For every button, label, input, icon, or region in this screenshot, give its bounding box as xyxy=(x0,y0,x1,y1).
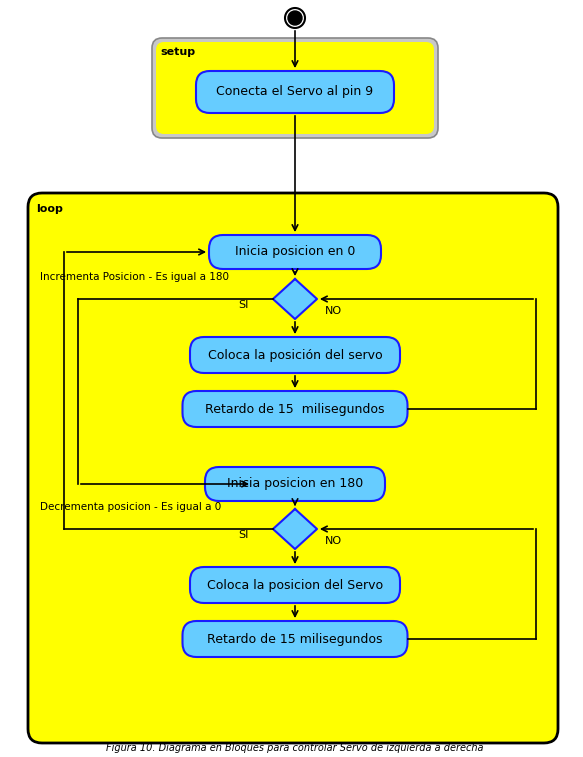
Text: Inicia posicion en 0: Inicia posicion en 0 xyxy=(235,245,355,258)
FancyBboxPatch shape xyxy=(190,567,400,603)
Text: SI: SI xyxy=(238,530,248,540)
Text: setup: setup xyxy=(160,47,195,57)
Text: NO: NO xyxy=(325,536,342,546)
Text: Conecta el Servo al pin 9: Conecta el Servo al pin 9 xyxy=(216,86,374,98)
FancyBboxPatch shape xyxy=(28,193,558,743)
Text: NO: NO xyxy=(325,306,342,316)
Text: loop: loop xyxy=(36,204,63,214)
Circle shape xyxy=(285,8,305,28)
Text: Coloca la posicion del Servo: Coloca la posicion del Servo xyxy=(207,578,383,591)
Text: Retardo de 15 milisegundos: Retardo de 15 milisegundos xyxy=(207,633,383,646)
FancyBboxPatch shape xyxy=(190,337,400,373)
Polygon shape xyxy=(273,509,317,549)
FancyBboxPatch shape xyxy=(156,42,434,134)
Text: SI: SI xyxy=(238,300,248,310)
Polygon shape xyxy=(273,279,317,319)
FancyBboxPatch shape xyxy=(182,621,408,657)
Text: Figura 10. Diagrama en Bloques para controlar Servo de izquierda a derecha: Figura 10. Diagrama en Bloques para cont… xyxy=(106,743,484,753)
Text: Retardo de 15  milisegundos: Retardo de 15 milisegundos xyxy=(205,403,385,416)
FancyBboxPatch shape xyxy=(152,38,438,138)
FancyBboxPatch shape xyxy=(205,467,385,501)
FancyBboxPatch shape xyxy=(182,391,408,427)
Text: Incrementa Posicion - Es igual a 180: Incrementa Posicion - Es igual a 180 xyxy=(40,272,229,282)
Circle shape xyxy=(288,11,302,25)
Text: Inicia posicion en 180: Inicia posicion en 180 xyxy=(227,478,363,491)
FancyBboxPatch shape xyxy=(196,71,394,113)
FancyBboxPatch shape xyxy=(209,235,381,269)
Text: Decrementa posicion - Es igual a 0: Decrementa posicion - Es igual a 0 xyxy=(40,502,222,512)
Text: Coloca la posición del servo: Coloca la posición del servo xyxy=(208,348,382,362)
